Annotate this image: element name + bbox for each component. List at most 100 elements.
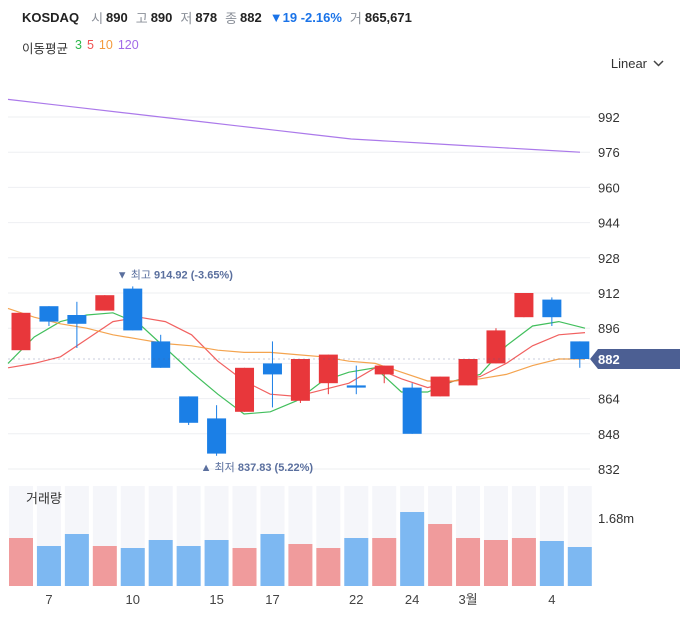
candle-body <box>542 299 562 318</box>
candle-body <box>514 293 534 318</box>
candle-body <box>11 312 31 351</box>
close-value: 882 <box>240 9 262 25</box>
volume-bar <box>511 538 536 586</box>
annotation-low-value: 837.83 (5.22%) <box>238 462 314 474</box>
candle-body <box>346 385 366 388</box>
candle-body <box>290 359 310 401</box>
change-value: ▼19 -2.16% <box>269 9 342 25</box>
scale-select-value: Linear <box>610 56 647 71</box>
price-tick-label: 912 <box>598 286 620 301</box>
volume-bar <box>372 538 397 586</box>
candle[interactable] <box>486 328 506 364</box>
candle-body <box>374 365 394 375</box>
low-label: 저 <box>180 10 193 26</box>
volume-value: 865,671 <box>364 9 412 25</box>
candle[interactable] <box>318 354 338 395</box>
annotation-high: ▼ 최고 914.92 (-3.65%) <box>117 268 233 281</box>
volume-bar <box>176 546 201 586</box>
volume-bar <box>232 548 257 586</box>
candle[interactable] <box>67 301 87 348</box>
candle[interactable] <box>11 312 31 351</box>
candle[interactable] <box>430 376 450 397</box>
volume-bar <box>428 524 453 586</box>
volume-bar <box>64 534 89 586</box>
candle[interactable] <box>95 295 115 311</box>
date-tick-label: 7 <box>45 592 52 607</box>
candle[interactable] <box>262 341 282 408</box>
candle-body <box>95 295 115 311</box>
quote-header: KOSDAQ 시 890 고 890 저 878 종 882 ▼19 -2.16… <box>22 8 420 26</box>
date-tick-label: 22 <box>349 592 363 607</box>
close-label: 종 <box>225 10 238 26</box>
candle-body <box>207 418 227 454</box>
candle[interactable] <box>151 334 171 368</box>
scale-select[interactable]: Linear <box>611 56 664 71</box>
date-axis: 7 10 15 17 22 24 3월 4 <box>45 592 555 607</box>
volume-bar <box>456 538 481 586</box>
date-tick-label: 24 <box>405 592 419 607</box>
date-tick-label: 10 <box>126 592 140 607</box>
ma-legend-3[interactable]: 3 <box>75 38 82 52</box>
volume-panel-title: 거래량 <box>26 491 62 506</box>
volume-bar <box>92 546 117 586</box>
candle[interactable] <box>542 297 562 326</box>
volume-label: 거 <box>349 10 362 26</box>
candle-body <box>123 288 143 331</box>
volume-bar <box>539 541 564 586</box>
candle-body <box>235 367 255 412</box>
candle[interactable] <box>514 293 534 318</box>
price-tick-label: 976 <box>598 145 620 160</box>
candle-body <box>179 396 199 423</box>
price-tick-label: 896 <box>598 321 620 336</box>
open-label: 시 <box>91 10 104 26</box>
price-axis: 832848864880896912928944960976992882 <box>8 110 680 477</box>
candle-body <box>570 341 590 359</box>
candle[interactable] <box>402 383 422 434</box>
current-price-tag <box>590 349 680 369</box>
ma-legend-120[interactable]: 120 <box>117 38 139 52</box>
candle[interactable] <box>290 359 310 403</box>
candle[interactable] <box>39 306 59 326</box>
candle[interactable] <box>346 365 366 395</box>
ma-legend-5[interactable]: 5 <box>86 38 94 52</box>
volume-bar <box>204 540 229 586</box>
ma-legend-10[interactable]: 10 <box>98 38 113 52</box>
price-gridlines <box>8 116 590 470</box>
candle-body <box>262 363 282 375</box>
candle-body <box>430 376 450 397</box>
open-value: 890 <box>106 9 128 25</box>
ma-line-120 <box>7 98 581 153</box>
price-tick-label: 848 <box>598 427 620 442</box>
current-price-label: 882 <box>598 352 620 367</box>
candle[interactable] <box>458 359 478 386</box>
volume-bar <box>483 540 508 586</box>
volume-bar <box>288 544 313 586</box>
low-value: 878 <box>195 9 218 25</box>
candles <box>11 286 590 456</box>
volume-bar <box>400 512 425 586</box>
high-label: 고 <box>135 10 148 26</box>
price-tick-label: 864 <box>598 392 620 407</box>
annotation-low: ▲ 최저 837.83 (5.22%) <box>201 461 314 474</box>
candle[interactable] <box>123 286 143 331</box>
candle[interactable] <box>207 405 227 456</box>
annotation-low-label: ▲ 최저 <box>201 461 238 474</box>
ma-legend-label: 이동평균 <box>22 42 69 56</box>
volume-bar <box>120 548 145 586</box>
price-tick-label: 928 <box>598 251 620 266</box>
annotations: ▼ 최고 914.92 (-3.65%) ▲ 최저 837.83 (5.22%) <box>117 268 314 473</box>
candle[interactable] <box>179 396 199 425</box>
date-tick-label: 15 <box>209 592 223 607</box>
candle[interactable] <box>374 365 394 384</box>
price-tick-label: 992 <box>598 110 620 125</box>
candle[interactable] <box>235 367 255 412</box>
candle-body <box>486 330 506 364</box>
price-tick-label: 944 <box>598 216 620 231</box>
volume-bar <box>567 547 592 586</box>
candle[interactable] <box>570 341 590 368</box>
volume-bar <box>316 548 341 586</box>
candle-body <box>402 387 422 434</box>
candle-body <box>39 306 59 322</box>
annotation-high-label: ▼ 최고 <box>117 268 154 281</box>
